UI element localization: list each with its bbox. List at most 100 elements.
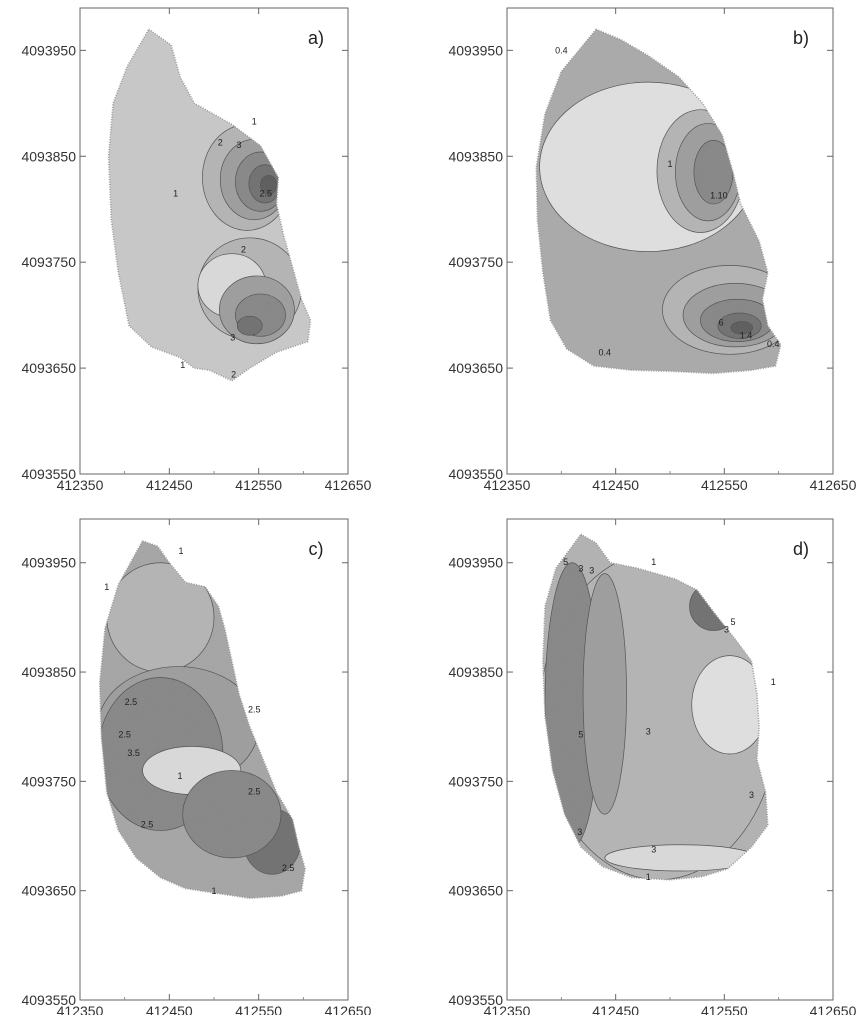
survey-boundary [98,539,306,900]
survey-boundary [542,533,769,881]
x-tick-label: 412450 [592,1003,639,1015]
contour-label: 1 [211,886,216,896]
x-tick-label: 412650 [810,477,857,493]
contour-label: 3 [237,140,242,150]
contour-label: 5 [731,617,736,627]
contour-label: 0.4 [599,347,612,357]
contour-label: 3 [749,790,754,800]
y-tick-label: 4093750 [448,773,503,789]
x-tick-label: 412650 [325,477,372,493]
y-tick-label: 4093950 [448,555,503,571]
x-tick-label: 412350 [57,1003,104,1015]
contour-level-5 [730,321,753,335]
x-tick-label: 412350 [484,477,531,493]
y-tick-label: 4093550 [448,466,503,482]
y-tick-label: 4093550 [21,466,76,482]
y-tick-label: 4093650 [21,360,76,376]
contour-label: 2.5 [125,697,138,707]
contour-field [108,29,311,381]
contour-level-4 [236,315,263,336]
survey-boundary [107,28,312,382]
contour-label: 3 [651,844,656,854]
contour-label: 1 [771,677,776,687]
contour-level-1 [106,562,215,673]
x-tick-label: 412550 [701,477,748,493]
contour-label: 3 [577,827,582,837]
contour-level-2 [582,573,627,815]
x-tick-label: 412350 [57,477,104,493]
contour-label: 2.5 [248,786,261,796]
contour-field [542,534,768,880]
contour-label: 2.5 [260,189,273,199]
panel-label: b) [793,28,809,48]
contour-label: 2 [231,370,236,380]
y-tick-label: 4093750 [21,773,76,789]
x-tick-label: 412350 [484,1003,531,1015]
y-tick-label: 4093950 [448,42,503,58]
contour-label: 3 [724,625,729,635]
contour-label: 0.4 [555,46,568,56]
contour-label: 3.5 [127,748,140,758]
contour-level--1 [691,655,768,755]
contour-label: 1 [104,582,109,592]
panel-label: d) [793,539,809,559]
contour-label: 2.5 [141,819,154,829]
x-tick-label: 412650 [325,1003,372,1015]
y-tick-label: 4093650 [448,883,503,899]
contour-level-5 [260,174,277,195]
contour-label: 2.5 [248,704,261,714]
contour-label: 1 [646,872,651,882]
y-tick-label: 4093950 [21,42,76,58]
contour-field [99,540,306,899]
contour-label: 5 [578,730,583,740]
contour-label: 1 [173,189,178,199]
x-tick-label: 412450 [146,1003,193,1015]
panel-4: 412350 412450 412550 412650 4093550 4093650 40… [448,518,857,1015]
x-tick-label: 412450 [146,477,193,493]
x-tick-label: 412550 [235,477,282,493]
contour-label: 0.4 [767,339,780,349]
y-tick-label: 4093750 [448,254,503,270]
contour-field [536,29,781,374]
contour-label: 2.5 [118,730,131,740]
y-tick-label: 4093750 [21,254,76,270]
y-tick-label: 4093650 [21,883,76,899]
contour-label: 1 [178,771,183,781]
contour-label: 3 [230,333,235,343]
survey-boundary [535,28,782,375]
contour-label: 1.4 [740,330,753,340]
panel-3: 412350 412450 412550 412650 4093550 4093650 40… [21,518,372,1015]
contour-label: 1 [651,557,656,567]
contour-label: 3 [589,566,594,576]
contour-label: 2 [218,138,223,148]
contour-label: 3 [646,726,651,736]
panel-label: a) [308,28,324,48]
contour-label: 5 [563,557,568,567]
y-tick-label: 4093550 [448,992,503,1008]
contour-label: 1 [252,117,257,127]
contour-label: 2.5 [282,863,295,873]
panel-1: 412350 412450 412550 412650 4093550 4093650 40… [21,7,372,493]
contour-level-0 [604,844,758,872]
contour-label: 6 [719,318,724,328]
y-tick-label: 4093850 [448,664,503,680]
contour-label: 1 [667,159,672,169]
y-tick-label: 4093650 [448,360,503,376]
x-tick-label: 412650 [810,1003,857,1015]
panel-2: 412350 412450 412550 412650 4093550 4093650 40… [448,7,857,493]
x-tick-label: 412450 [592,477,639,493]
contour-label: 1 [178,546,183,556]
y-tick-label: 4093850 [448,148,503,164]
panel-label: c) [309,539,324,559]
contour-level-3 [182,770,282,859]
y-tick-label: 4093550 [21,992,76,1008]
contour-label: 2 [241,245,246,255]
contour-label: 1.10 [710,191,728,201]
x-tick-label: 412550 [701,1003,748,1015]
contour-label: 3 [578,563,583,573]
contour-label: 1 [180,360,185,370]
x-tick-label: 412550 [235,1003,282,1015]
y-tick-label: 4093850 [21,148,76,164]
y-tick-label: 4093950 [21,555,76,571]
